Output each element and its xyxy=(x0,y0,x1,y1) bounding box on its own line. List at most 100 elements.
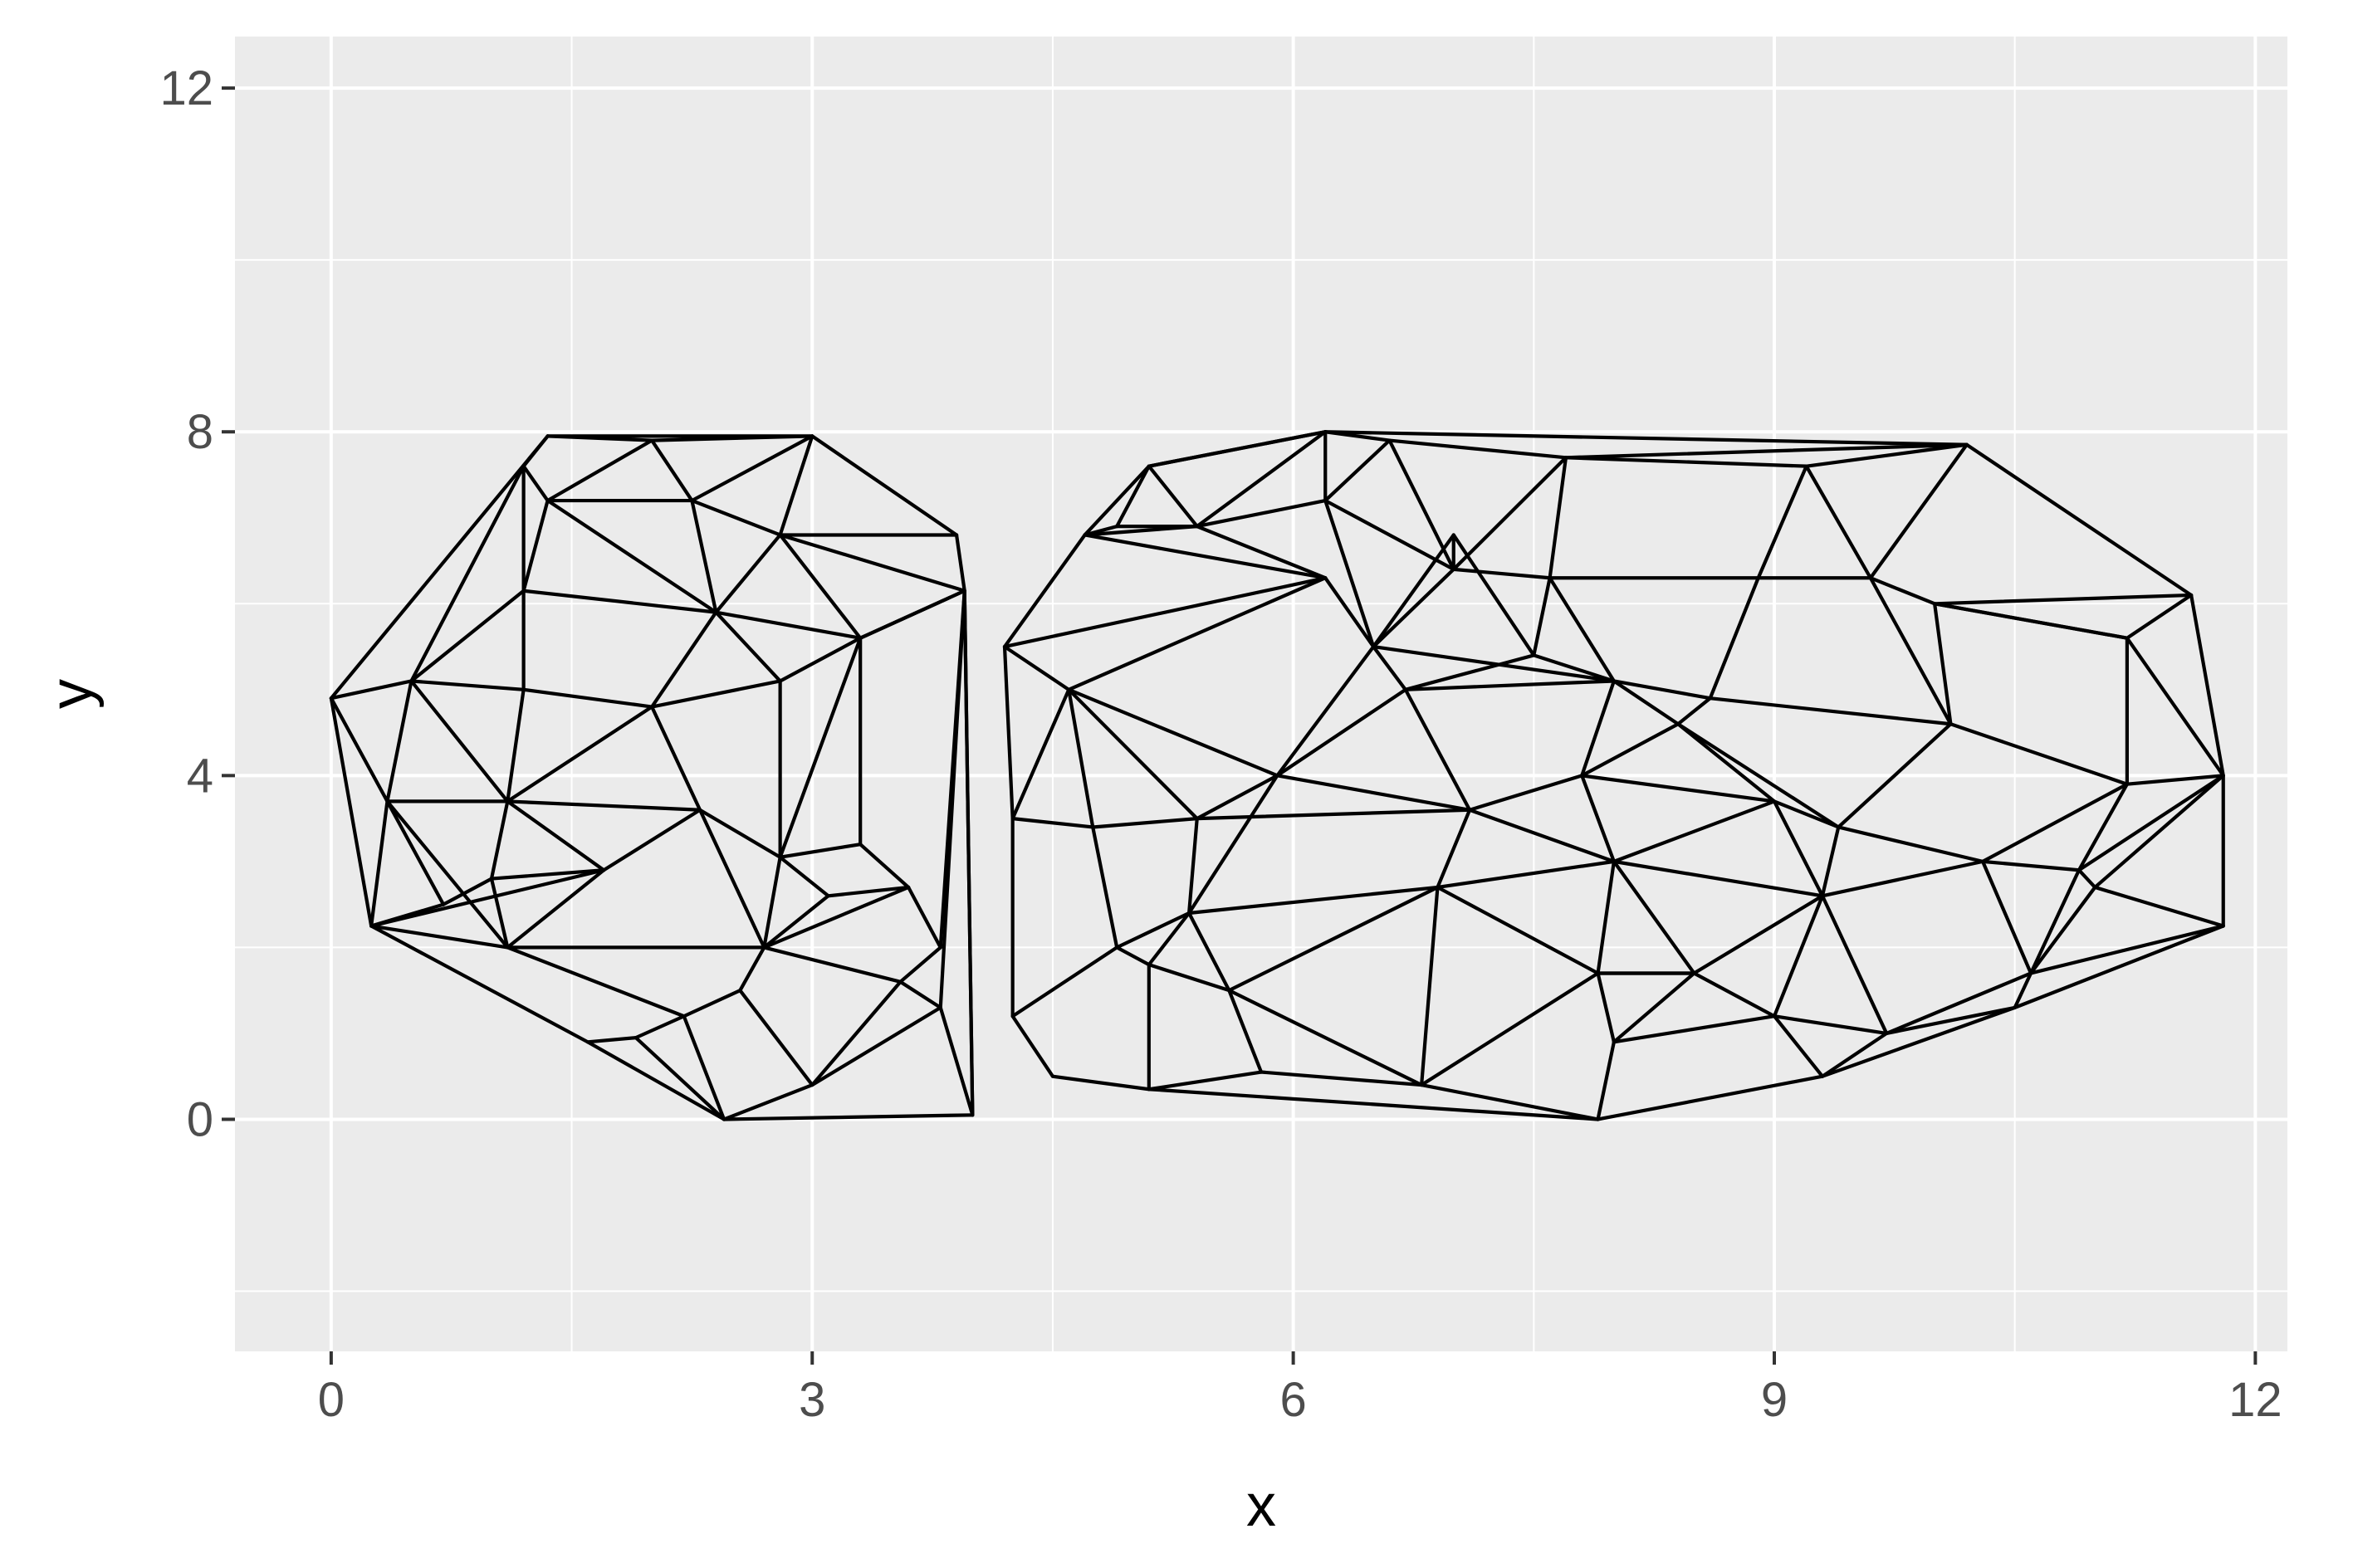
x-tick-labels: 0 3 6 9 12 xyxy=(318,1373,2282,1427)
mesh-edge xyxy=(634,1014,686,1040)
mesh-edge xyxy=(1372,644,1407,691)
mesh-edge xyxy=(1259,1070,1424,1087)
mesh-edge xyxy=(722,1082,814,1121)
mesh-edge xyxy=(1612,859,1825,898)
mesh-edge xyxy=(545,434,654,442)
mesh-edge xyxy=(1002,644,1071,691)
mesh-edge xyxy=(506,868,606,950)
mesh-edge xyxy=(1083,525,1119,537)
mesh-edge xyxy=(778,636,863,683)
mesh-edge xyxy=(826,885,911,898)
mesh-edge xyxy=(1868,576,1953,726)
mesh-edge xyxy=(1147,1087,1600,1121)
mesh-edge xyxy=(369,868,606,928)
mesh-edge xyxy=(690,498,782,537)
mesh-edge xyxy=(1772,799,1841,829)
mesh-edge xyxy=(1275,687,1407,778)
mesh-edge xyxy=(762,894,830,950)
mesh-edge xyxy=(954,533,966,593)
mesh-edge xyxy=(2077,868,2097,890)
mesh-edge xyxy=(1933,602,1953,726)
mesh-edge xyxy=(1323,438,1392,503)
mesh-edge xyxy=(1980,859,2082,872)
mesh-edge xyxy=(650,610,718,709)
mesh-edge xyxy=(1772,894,1825,1018)
mesh-edge xyxy=(1323,498,1376,649)
mesh-edge xyxy=(1372,644,1616,683)
mesh-edge xyxy=(762,885,911,950)
mesh-edge xyxy=(545,498,718,614)
mesh-edge xyxy=(1195,430,1328,529)
mesh-edge xyxy=(1563,442,1969,460)
mesh-edge xyxy=(385,799,446,906)
mesh-edge xyxy=(1403,653,1536,691)
mesh-edge xyxy=(1612,971,1696,1044)
mesh-edge xyxy=(778,533,966,593)
mesh-edge xyxy=(1050,1074,1151,1092)
mesh-edge xyxy=(1532,576,1552,657)
y-axis-title: y xyxy=(38,679,105,709)
mesh-edge xyxy=(1580,774,1777,804)
mesh-edge xyxy=(329,696,389,804)
mesh-edge xyxy=(1186,911,1231,993)
mesh-edge xyxy=(2077,774,2225,872)
mesh-edge xyxy=(1372,533,1455,649)
mesh-edge xyxy=(2093,885,2225,928)
mesh-edge xyxy=(1067,687,1199,821)
mesh-edge xyxy=(1837,722,1953,829)
mesh-edge xyxy=(2093,774,2225,890)
mesh-edge xyxy=(1323,430,1969,447)
mesh-edge xyxy=(1451,567,1552,580)
mesh-edge xyxy=(521,464,550,503)
mesh-edge xyxy=(1580,722,1680,778)
mesh-edge xyxy=(898,979,942,1009)
mesh-edge xyxy=(778,636,863,859)
mesh-edge xyxy=(1612,679,1680,726)
mesh-edge xyxy=(650,679,782,709)
mesh-edge xyxy=(1933,593,2194,606)
x-tick-label: 0 xyxy=(318,1373,345,1427)
mesh-edge xyxy=(1708,696,1953,726)
mesh-edge xyxy=(1002,644,1015,821)
mesh-edge xyxy=(682,989,742,1018)
mesh-edge xyxy=(907,885,942,950)
mesh-edge xyxy=(714,533,782,614)
mesh-edge xyxy=(1147,963,1231,993)
mesh-edge xyxy=(1596,859,1616,975)
mesh-edge xyxy=(369,924,589,1044)
mesh-edge xyxy=(1091,825,1119,950)
mesh-edge xyxy=(650,438,694,503)
mesh-edge xyxy=(506,705,654,804)
mesh-edge xyxy=(329,434,550,701)
mesh-edge xyxy=(545,438,654,503)
mesh-edge xyxy=(762,855,782,950)
mesh-edge xyxy=(1467,808,1616,863)
y-tick-label: 12 xyxy=(159,61,213,115)
mesh-edge xyxy=(1227,885,1440,993)
mesh-edge xyxy=(810,1005,942,1087)
mesh-edge xyxy=(1147,464,1199,529)
mesh-edge xyxy=(1420,1082,1600,1121)
mesh-edge xyxy=(1147,1070,1264,1092)
mesh-edge xyxy=(778,434,814,537)
mesh-edge xyxy=(738,945,766,993)
mesh-edge xyxy=(409,679,526,691)
mesh-edge xyxy=(682,1014,726,1121)
mesh-edge xyxy=(1580,774,1616,863)
x-tick-label: 3 xyxy=(799,1373,825,1427)
mesh-edge xyxy=(1227,989,1264,1074)
mesh-edge xyxy=(1323,498,1455,571)
mesh-edge xyxy=(409,589,526,683)
mesh-edge xyxy=(1195,774,1279,821)
mesh-edge xyxy=(1186,885,1440,916)
mesh-edge xyxy=(506,799,606,872)
mesh-edge xyxy=(1548,576,1616,683)
mesh-edge xyxy=(650,705,702,812)
mesh-edge xyxy=(1010,1014,1055,1078)
grid-major xyxy=(235,37,2287,1351)
mesh-edge xyxy=(1275,644,1376,778)
mesh-edge xyxy=(778,855,830,898)
mesh-edge xyxy=(441,877,494,906)
mesh-edge xyxy=(1323,576,1376,649)
mesh-edge xyxy=(1010,687,1071,821)
